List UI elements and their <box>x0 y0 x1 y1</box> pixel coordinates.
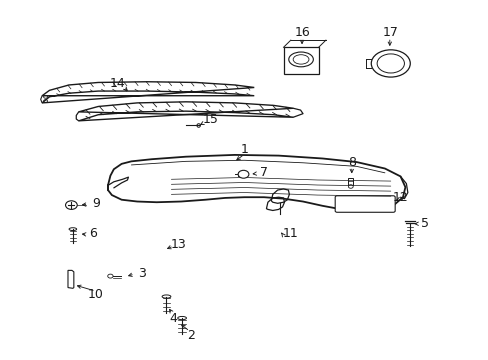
Ellipse shape <box>197 124 200 127</box>
Text: 7: 7 <box>260 166 267 179</box>
Text: 15: 15 <box>202 113 218 126</box>
Circle shape <box>107 274 113 278</box>
Circle shape <box>347 185 352 188</box>
Text: 13: 13 <box>170 238 186 251</box>
Text: 8: 8 <box>347 156 355 168</box>
Ellipse shape <box>162 295 170 298</box>
Text: 2: 2 <box>186 329 194 342</box>
Text: 3: 3 <box>138 267 146 280</box>
Text: 9: 9 <box>92 197 100 210</box>
Text: 5: 5 <box>420 216 428 230</box>
Ellipse shape <box>293 55 308 64</box>
Ellipse shape <box>177 316 186 320</box>
Ellipse shape <box>370 50 409 77</box>
Text: 12: 12 <box>392 192 407 204</box>
FancyBboxPatch shape <box>283 47 318 74</box>
Text: 16: 16 <box>295 27 310 40</box>
Ellipse shape <box>69 228 77 230</box>
Circle shape <box>65 201 77 210</box>
Text: 1: 1 <box>240 143 248 156</box>
FancyBboxPatch shape <box>334 196 394 212</box>
Bar <box>347 178 353 185</box>
Text: 6: 6 <box>89 227 97 240</box>
Ellipse shape <box>376 54 404 73</box>
Text: 4: 4 <box>169 311 177 325</box>
Text: 11: 11 <box>283 227 298 240</box>
Ellipse shape <box>288 52 313 67</box>
Text: 14: 14 <box>110 77 125 90</box>
Text: 10: 10 <box>88 288 103 301</box>
Circle shape <box>238 170 248 178</box>
Text: 17: 17 <box>382 27 398 40</box>
